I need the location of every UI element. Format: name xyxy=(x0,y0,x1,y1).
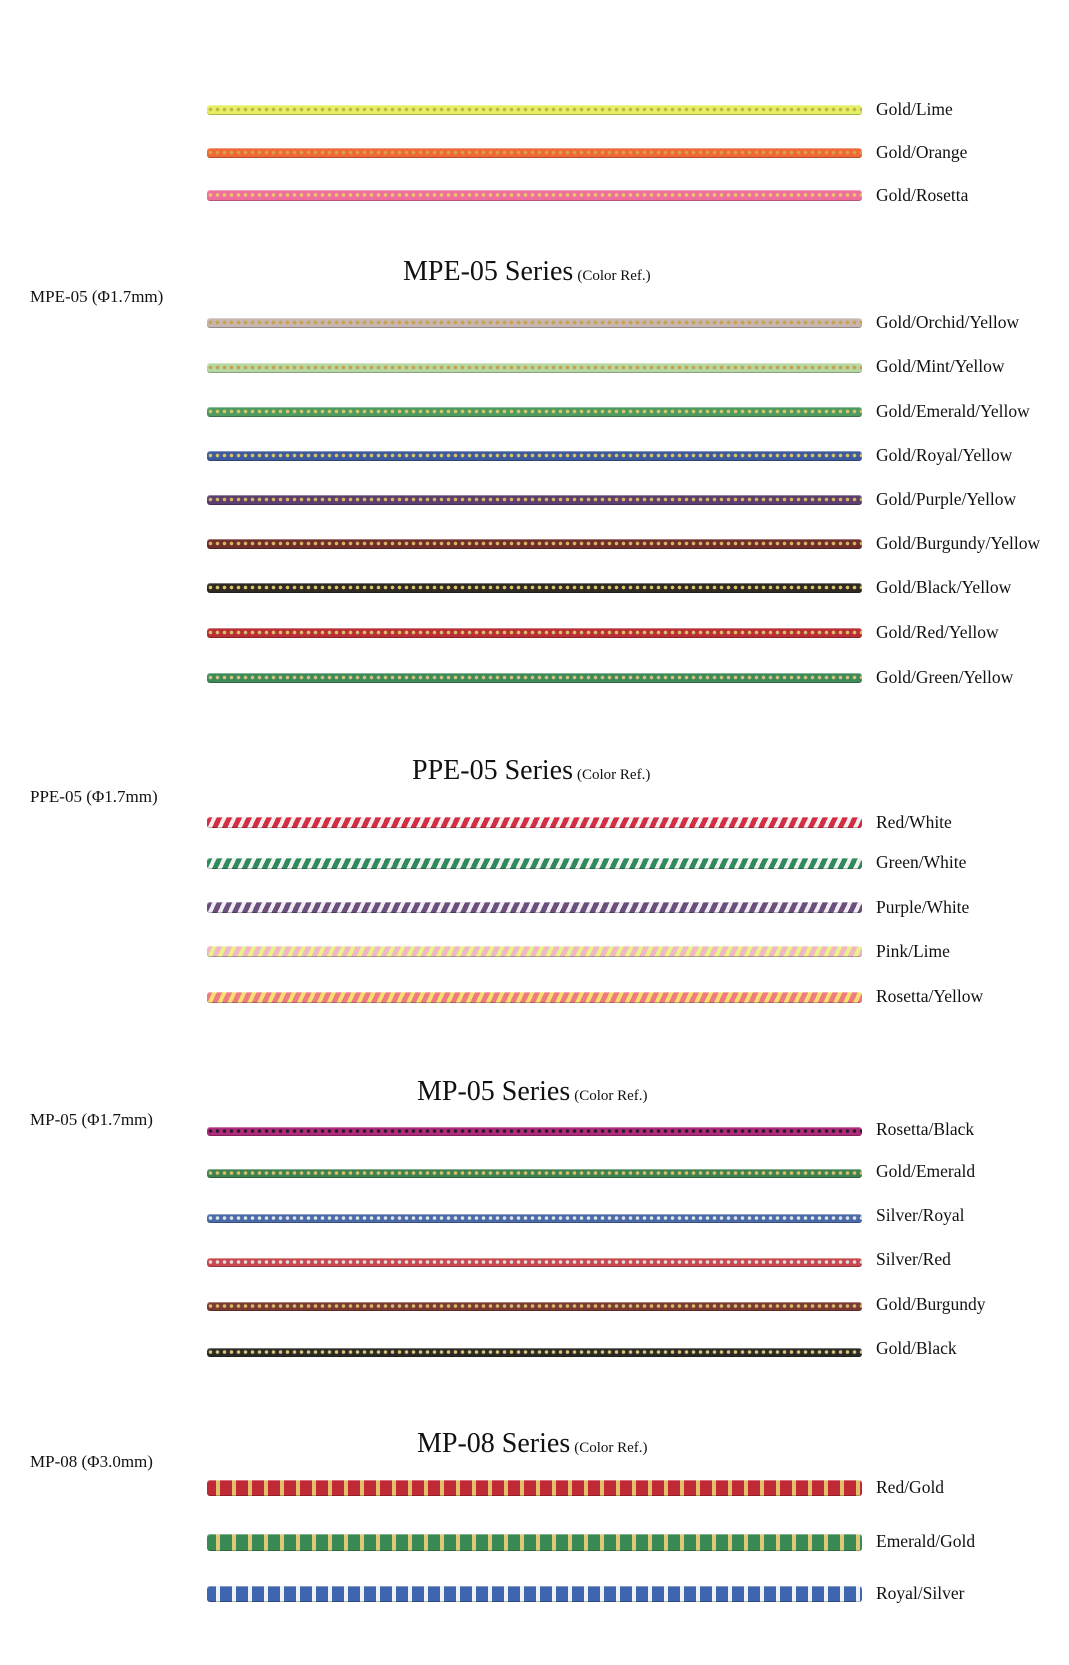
series-spec-label: MPE-05 (Φ1.7mm) xyxy=(30,287,164,306)
cord-color-name: Gold/Emerald xyxy=(876,1161,976,1181)
cord-color-name: Gold/Burgundy/Yellow xyxy=(876,533,1041,553)
color-ref-note: (Color Ref.) xyxy=(577,767,651,783)
cord-row: Gold/Black xyxy=(0,1336,1069,1366)
cord-swatch xyxy=(207,1480,862,1496)
series-spec-label: PPE-05 (Φ1.7mm) xyxy=(30,787,158,806)
cord-color-name: Pink/Lime xyxy=(876,941,950,961)
cord-swatch xyxy=(207,1302,862,1311)
cord-row: Gold/Orchid/Yellow xyxy=(0,310,1069,340)
cord-color-name: Gold/Rosetta xyxy=(876,185,969,205)
cord-row: Gold/Lime xyxy=(0,96,1069,126)
cord-row: Gold/Burgundy/Yellow xyxy=(0,530,1069,560)
cord-swatch xyxy=(207,673,862,683)
cord-color-name: Red/Gold xyxy=(876,1477,945,1497)
cord-row: Silver/Royal xyxy=(0,1203,1069,1233)
cord-color-name: Gold/Burgundy xyxy=(876,1294,986,1314)
cord-row: Gold/Black/Yellow xyxy=(0,574,1069,604)
cord-swatch xyxy=(207,495,862,505)
cord-color-name: Gold/Black/Yellow xyxy=(876,577,1012,597)
cord-swatch xyxy=(207,1586,862,1602)
cord-row: Gold/Orange xyxy=(0,139,1069,169)
series-title: MP-05 Series (Color Ref.) xyxy=(417,1076,648,1108)
cord-swatch xyxy=(207,451,862,461)
cord-color-name: Gold/Green/Yellow xyxy=(876,667,1014,687)
color-ref-note: (Color Ref.) xyxy=(574,1440,648,1456)
cord-color-name: Gold/Orchid/Yellow xyxy=(876,312,1020,332)
cord-swatch xyxy=(207,1169,862,1178)
cord-color-name: Gold/Black xyxy=(876,1338,957,1358)
cord-row: Silver/Red xyxy=(0,1247,1069,1277)
cord-swatch xyxy=(207,902,862,913)
cord-swatch xyxy=(207,1348,862,1357)
cord-row: Rosetta/Yellow xyxy=(0,984,1069,1014)
cord-swatch xyxy=(207,318,862,328)
cord-row: Gold/Emerald xyxy=(0,1159,1069,1189)
cord-color-name: Rosetta/Black xyxy=(876,1119,975,1139)
cord-color-name: Gold/Red/Yellow xyxy=(876,622,999,642)
color-ref-note: (Color Ref.) xyxy=(574,1088,648,1104)
cord-swatch xyxy=(207,1214,862,1223)
cord-row: Gold/Purple/Yellow xyxy=(0,486,1069,516)
cord-color-name: Gold/Emerald/Yellow xyxy=(876,401,1030,421)
cord-row: Red/Gold xyxy=(0,1474,1069,1504)
cord-color-name: Emerald/Gold xyxy=(876,1531,976,1551)
cord-swatch xyxy=(207,858,862,869)
series-title: PPE-05 Series (Color Ref.) xyxy=(412,755,650,787)
color-ref-note: (Color Ref.) xyxy=(577,268,651,284)
cord-swatch xyxy=(207,817,862,828)
cord-color-name: Red/White xyxy=(876,812,952,832)
cord-color-name: Green/White xyxy=(876,852,967,872)
cord-row: Red/White xyxy=(0,809,1069,839)
cord-swatch xyxy=(207,148,862,158)
cord-swatch xyxy=(207,1534,862,1551)
cord-row: Purple/White xyxy=(0,894,1069,924)
cord-swatch xyxy=(207,190,862,201)
cord-color-name: Gold/Royal/Yellow xyxy=(876,445,1013,465)
cord-row: Gold/Emerald/Yellow xyxy=(0,398,1069,428)
cord-color-name: Silver/Red xyxy=(876,1249,951,1269)
cord-row: Rosetta/Black xyxy=(0,1117,1069,1147)
cord-color-name: Rosetta/Yellow xyxy=(876,986,984,1006)
cord-color-name: Gold/Orange xyxy=(876,142,968,162)
cord-swatch xyxy=(207,539,862,549)
series-spec-label: MP-08 (Φ3.0mm) xyxy=(30,1452,153,1471)
cord-swatch xyxy=(207,407,862,417)
cord-row: Green/White xyxy=(0,850,1069,880)
cord-row: Emerald/Gold xyxy=(0,1528,1069,1558)
series-title-text: MP-08 Series xyxy=(417,1428,571,1459)
cord-row: Gold/Royal/Yellow xyxy=(0,442,1069,472)
cord-color-name: Gold/Mint/Yellow xyxy=(876,356,1005,376)
series-title-text: MPE-05 Series xyxy=(403,256,574,287)
cord-row: Gold/Green/Yellow xyxy=(0,664,1069,694)
cord-swatch xyxy=(207,1127,862,1136)
cord-swatch xyxy=(207,946,862,957)
cord-swatch xyxy=(207,583,862,593)
cord-row: Pink/Lime xyxy=(0,938,1069,968)
cord-row: Gold/Burgundy xyxy=(0,1292,1069,1322)
cord-swatch xyxy=(207,628,862,638)
cord-color-name: Royal/Silver xyxy=(876,1583,965,1603)
cord-swatch xyxy=(207,1258,862,1267)
series-spec-label: MP-05 (Φ1.7mm) xyxy=(30,1110,153,1129)
cord-color-name: Gold/Lime xyxy=(876,99,953,119)
cord-row: Gold/Rosetta xyxy=(0,181,1069,211)
cord-color-name: Purple/White xyxy=(876,897,970,917)
cord-row: Gold/Red/Yellow xyxy=(0,619,1069,649)
cord-swatch xyxy=(207,992,862,1003)
cord-row: Gold/Mint/Yellow xyxy=(0,354,1069,384)
series-title: MPE-05 Series (Color Ref.) xyxy=(403,256,651,288)
cord-row: Royal/Silver xyxy=(0,1580,1069,1610)
series-title-text: MP-05 Series xyxy=(417,1076,571,1107)
cord-swatch xyxy=(207,363,862,373)
cord-color-name: Silver/Royal xyxy=(876,1205,965,1225)
series-title: MP-08 Series (Color Ref.) xyxy=(417,1428,648,1460)
cord-color-name: Gold/Purple/Yellow xyxy=(876,489,1017,509)
cord-swatch xyxy=(207,105,862,115)
series-title-text: PPE-05 Series xyxy=(412,755,573,786)
